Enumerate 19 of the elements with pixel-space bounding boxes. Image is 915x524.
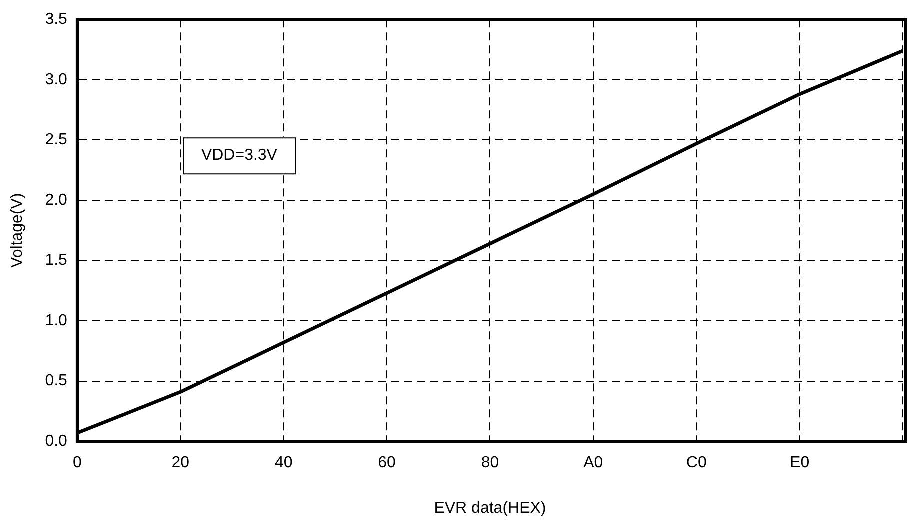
y-tick-label: 0.0 <box>45 433 68 450</box>
x-tick-label: C0 <box>686 454 707 472</box>
x-tick-label: 20 <box>172 454 190 472</box>
x-tick-label: 40 <box>274 454 293 472</box>
y-tick-label: 1.0 <box>45 312 68 330</box>
y-tick-label: 2.5 <box>45 132 68 149</box>
x-tick-label: E0 <box>790 454 810 472</box>
y-tick-label: 3.5 <box>45 11 68 28</box>
annotation: VDD=3.3V <box>201 147 278 164</box>
y-tick-label: 1.5 <box>45 252 68 270</box>
x-tick-label: A0 <box>584 454 604 472</box>
y-tick-label: 0.5 <box>45 372 68 390</box>
x-tick-label: 80 <box>481 454 500 472</box>
y-tick-label: 3.0 <box>45 71 68 88</box>
y-tick-label: 2.0 <box>45 192 68 209</box>
x-tick-label: 0 <box>72 454 82 472</box>
x-tick-label: 60 <box>378 454 396 472</box>
x-axis-title: EVR data(HEX) <box>434 500 546 517</box>
y-axis-title: Voltage(V) <box>9 193 26 268</box>
